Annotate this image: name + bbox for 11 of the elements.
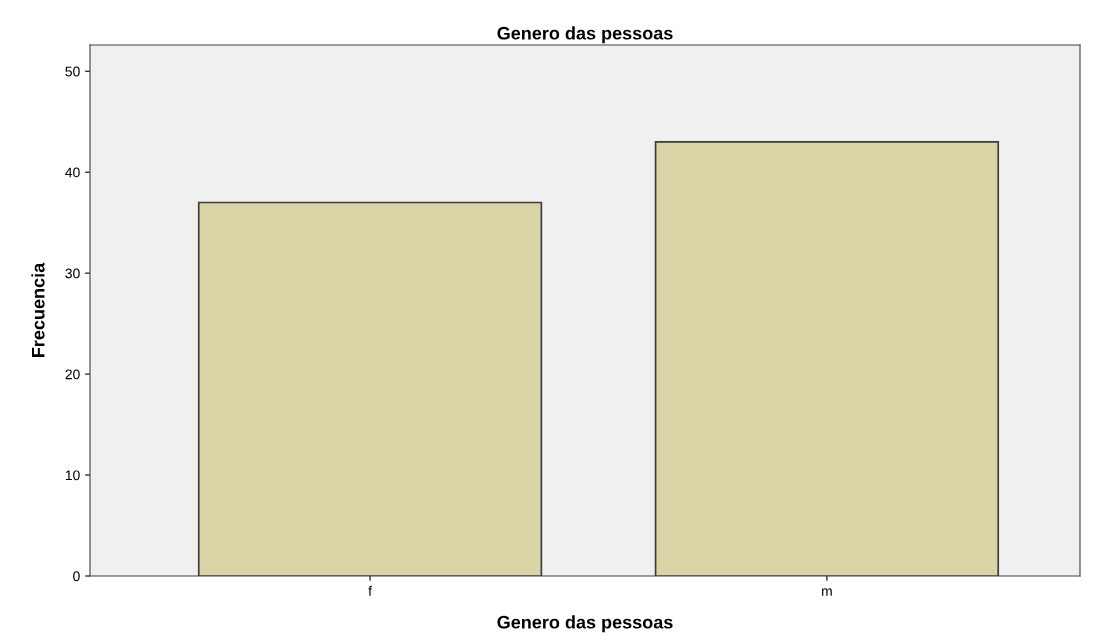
y-tick-label: 20 <box>65 369 80 380</box>
x-tick-label: m <box>822 588 832 596</box>
y-tick-label: 0 <box>73 571 80 582</box>
y-tick-label: 10 <box>65 470 80 481</box>
y-tick-label: 40 <box>65 167 80 178</box>
x-tick-label: f <box>368 585 372 596</box>
y-tick-label: 30 <box>65 268 80 279</box>
y-axis-title: Frecuencia <box>31 262 45 357</box>
y-tick-label: 50 <box>65 66 80 77</box>
x-axis-title: Genero das pessoas <box>497 615 673 633</box>
chart-title: Genero das pessoas <box>497 26 673 44</box>
